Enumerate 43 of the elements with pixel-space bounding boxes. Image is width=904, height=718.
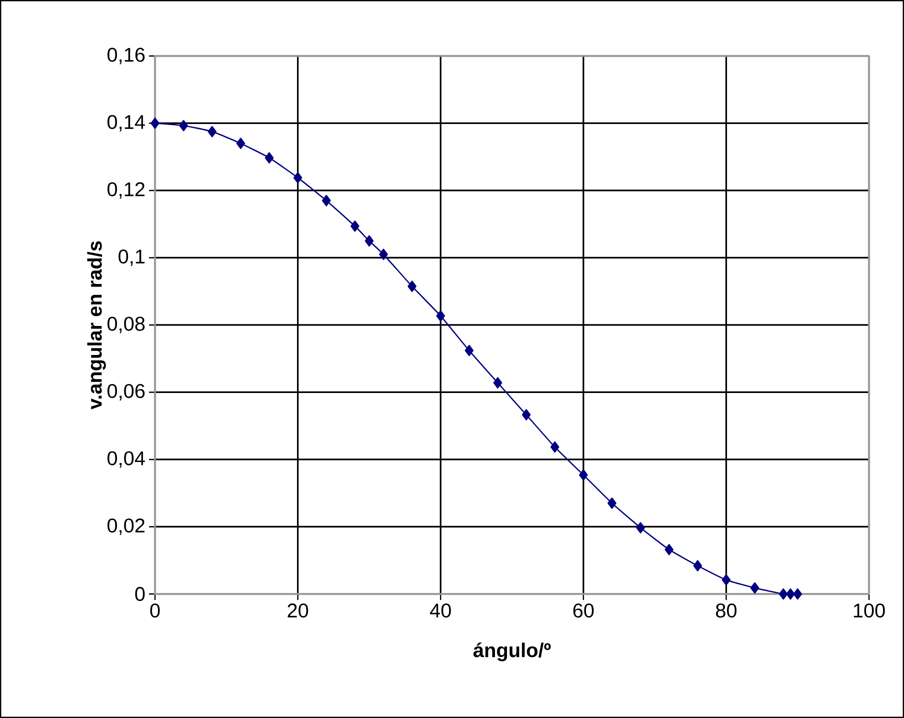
point — [264, 152, 274, 164]
point — [436, 310, 446, 322]
point — [150, 118, 160, 129]
x-tick-label: 20 — [288, 604, 308, 618]
point — [408, 280, 416, 292]
x-axis-title: ángulo/º — [473, 642, 551, 662]
point — [579, 469, 588, 481]
point — [350, 220, 360, 232]
point — [179, 120, 188, 132]
y-tick-label: 0,1 — [118, 250, 145, 266]
point — [550, 441, 560, 453]
point — [636, 522, 645, 534]
point — [693, 560, 702, 572]
y-axis-title: v.angular en rad/s — [87, 241, 106, 410]
point — [664, 544, 674, 556]
x-tick-label: 0 — [150, 604, 160, 618]
point — [208, 126, 217, 138]
y-tick-label: 0,12 — [107, 182, 144, 199]
point — [464, 344, 474, 356]
point — [608, 498, 616, 509]
point — [793, 588, 802, 600]
point — [722, 574, 731, 586]
point — [786, 588, 795, 600]
y-tick-label: 0,02 — [107, 518, 144, 535]
point — [364, 235, 374, 247]
x-tick-label: 80 — [716, 604, 737, 618]
x-tick-label: 60 — [573, 604, 594, 618]
y-tick-label: 0,08 — [107, 316, 145, 334]
point — [293, 172, 302, 184]
point — [322, 194, 331, 206]
y-tick-label: 0 — [135, 586, 145, 602]
x-tick-label: 100 — [854, 604, 885, 618]
y-tick-label: 0,06 — [107, 384, 145, 400]
point — [750, 582, 760, 594]
point — [778, 588, 788, 600]
x-tick-label: 40 — [430, 604, 451, 618]
point — [493, 377, 502, 388]
point — [379, 248, 388, 260]
point — [522, 409, 531, 420]
point — [236, 138, 246, 150]
y-tick-label: 0,04 — [107, 451, 145, 468]
y-tick-label: 0,14 — [107, 115, 145, 132]
y-tick-label: 0,16 — [107, 48, 145, 64]
